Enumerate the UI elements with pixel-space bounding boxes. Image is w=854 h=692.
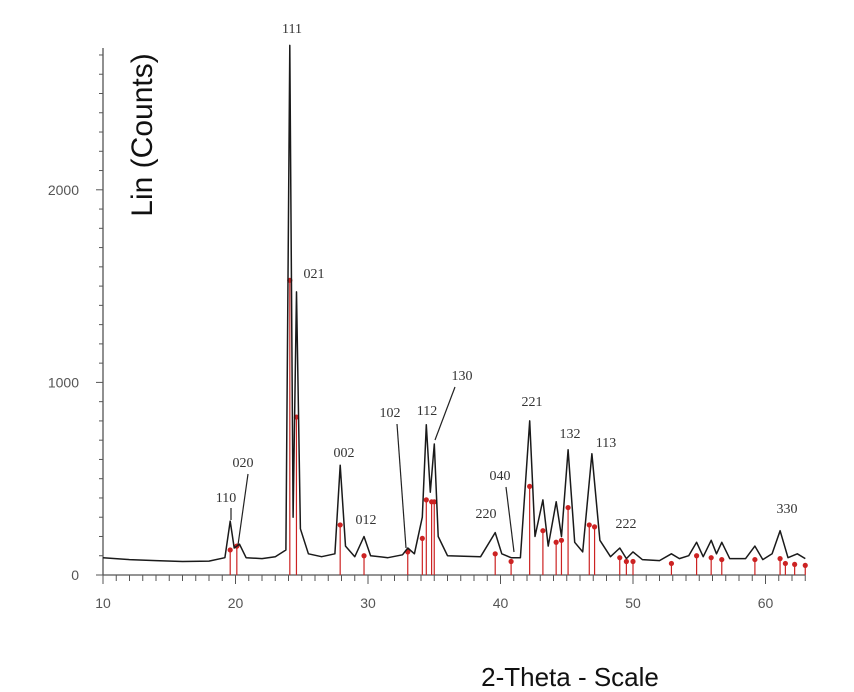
x-axis-label: 2-Theta - Scale bbox=[481, 662, 659, 692]
reference-marker bbox=[361, 553, 367, 559]
peak-label: 012 bbox=[356, 513, 377, 528]
reference-marker bbox=[617, 555, 623, 561]
y-tick-label: 0 bbox=[71, 567, 79, 583]
peak-label: 112 bbox=[417, 404, 437, 419]
peak-label: 222 bbox=[616, 517, 637, 532]
leader-line bbox=[434, 386, 456, 441]
y-tick-label: 2000 bbox=[48, 182, 79, 198]
reference-marker bbox=[419, 535, 425, 542]
reference-marker bbox=[668, 560, 675, 567]
reference-marker bbox=[586, 522, 592, 528]
peak-label: 040 bbox=[490, 469, 511, 484]
reference-marker bbox=[423, 497, 429, 503]
peak-label: 113 bbox=[596, 436, 616, 451]
peak-label: 021 bbox=[304, 267, 325, 282]
reference-marker bbox=[782, 560, 788, 567]
diffraction-pattern bbox=[102, 44, 806, 563]
reference-marker bbox=[431, 499, 437, 505]
peak-label: 130 bbox=[452, 369, 473, 384]
leader-line bbox=[396, 423, 407, 549]
peak-label: 002 bbox=[334, 446, 355, 461]
pattern-line bbox=[102, 44, 806, 563]
x-tick-label: 10 bbox=[95, 595, 111, 611]
reference-marker bbox=[508, 558, 514, 565]
peak-label: 102 bbox=[380, 406, 401, 421]
axes: 0 1000 2000 10 20 30 40 50 60 bbox=[48, 48, 806, 611]
reference-marker bbox=[777, 556, 783, 562]
reference-marker bbox=[623, 558, 629, 565]
reference-marker bbox=[553, 539, 559, 545]
reference-marker bbox=[527, 483, 533, 490]
reference-marker bbox=[752, 556, 758, 563]
reference-marker bbox=[227, 547, 233, 553]
reference-marker bbox=[540, 528, 546, 534]
peak-label: 020 bbox=[233, 456, 254, 471]
x-tick-label: 40 bbox=[493, 595, 509, 611]
reference-marker bbox=[558, 537, 565, 543]
x-tick-label: 20 bbox=[228, 595, 244, 611]
reference-marker bbox=[337, 522, 343, 528]
peak-label: 132 bbox=[560, 427, 581, 442]
y-tick-label: 1000 bbox=[48, 374, 79, 390]
peak-label: 330 bbox=[777, 502, 798, 517]
leader-line bbox=[237, 473, 249, 546]
y-axis-label: Lin (Counts) bbox=[126, 53, 159, 216]
reference-lines bbox=[227, 277, 808, 575]
reference-marker bbox=[708, 555, 714, 561]
peak-label: 220 bbox=[476, 507, 497, 522]
x-tick-label: 50 bbox=[625, 595, 641, 611]
peak-annotations: 111 021 110 020 002 012 102 112 130 220 040 221 132 1… bbox=[216, 22, 798, 553]
reference-marker bbox=[719, 556, 725, 563]
reference-marker bbox=[630, 558, 636, 565]
peak-label: 110 bbox=[216, 491, 236, 506]
reference-marker bbox=[565, 504, 571, 511]
leader-line bbox=[505, 486, 515, 553]
x-tick-label: 30 bbox=[360, 595, 376, 611]
reference-marker bbox=[492, 551, 498, 557]
reference-marker bbox=[792, 561, 798, 568]
peak-label: 221 bbox=[522, 395, 543, 410]
reference-marker bbox=[802, 562, 808, 568]
x-tick-label: 60 bbox=[758, 595, 774, 611]
reference-marker bbox=[694, 553, 700, 559]
reference-marker bbox=[591, 524, 598, 530]
peak-label: 111 bbox=[282, 22, 302, 37]
